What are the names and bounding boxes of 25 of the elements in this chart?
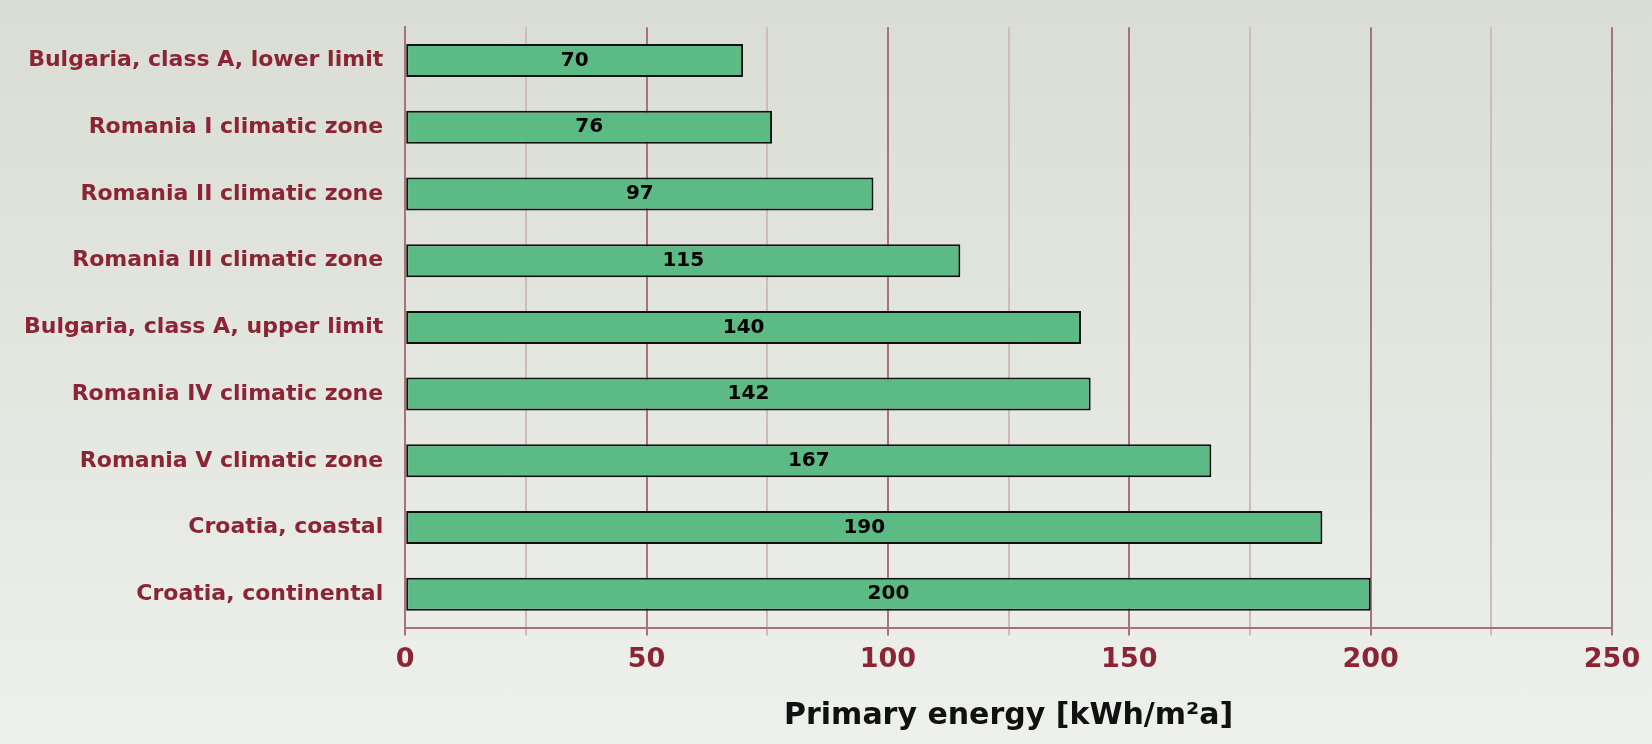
y-tick-label: Romania IV climatic zone xyxy=(71,379,384,405)
x-tick-label: 250 xyxy=(1583,641,1641,673)
x-tick-label: 150 xyxy=(1101,641,1158,673)
x-axis-title: Primary energy [kWh/m²a] xyxy=(784,695,1234,731)
y-tick-label: Romania III climatic zone xyxy=(72,246,384,272)
x-tick-label: 0 xyxy=(395,641,415,673)
x-tick-label: 100 xyxy=(859,641,917,673)
data-label: 142 xyxy=(727,380,770,405)
y-tick-label: Bulgaria, class A, upper limit xyxy=(23,313,384,339)
y-tick-label: Romania II climatic zone xyxy=(80,179,384,205)
data-label: 70 xyxy=(560,46,589,71)
data-label: 76 xyxy=(575,113,604,138)
y-tick-label: Croatia, coastal xyxy=(188,513,384,539)
data-label: 97 xyxy=(625,180,654,205)
x-tick-label: 50 xyxy=(627,641,666,673)
y-tick-label: Bulgaria, class A, lower limit xyxy=(28,46,384,72)
data-label: 200 xyxy=(867,580,910,605)
y-tick-label: Romania I climatic zone xyxy=(88,112,384,138)
y-tick-label: Croatia, continental xyxy=(136,579,384,605)
data-label: 115 xyxy=(662,246,705,271)
x-tick-label: 200 xyxy=(1342,641,1399,673)
data-label: 190 xyxy=(843,513,886,538)
y-tick-label: Romania V climatic zone xyxy=(79,446,384,472)
data-label: 167 xyxy=(787,447,830,472)
data-label: 140 xyxy=(722,313,765,338)
